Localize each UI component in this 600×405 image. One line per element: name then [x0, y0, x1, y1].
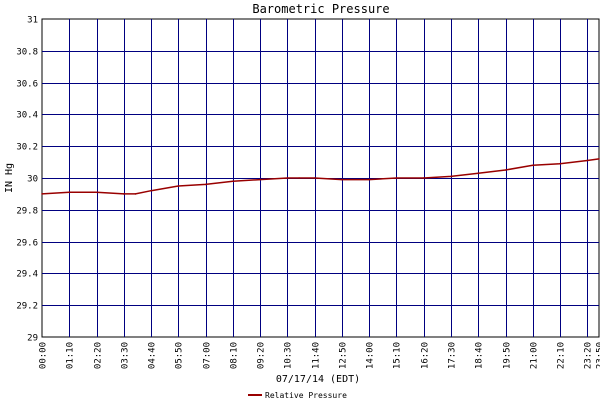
x-axis-title: 07/17/14 (EDT) [276, 374, 360, 385]
x-tick-label: 07:00 [203, 342, 213, 369]
y-tick-label: 30.8 [16, 48, 38, 58]
y-tick-label: 29.8 [16, 207, 38, 217]
data-point [587, 160, 589, 162]
data-point [298, 177, 300, 179]
data-point [135, 193, 137, 195]
x-tick-label: 22:10 [557, 342, 567, 369]
x-tick-label: 04:40 [148, 342, 158, 369]
data-point [178, 185, 180, 187]
x-tick-label: 03:30 [121, 342, 131, 369]
data-point [41, 193, 43, 195]
x-tick-label: 05:50 [175, 342, 185, 369]
x-tick-label: 12:50 [339, 342, 349, 369]
data-point [232, 180, 234, 182]
data-point [123, 193, 125, 195]
data-point [287, 177, 289, 179]
data-point [532, 165, 534, 167]
y-tick-label: 29 [27, 334, 38, 344]
y-tick-label: 29.2 [16, 302, 38, 312]
y-axis-title: IN Hg [4, 163, 15, 193]
y-tick-label: 30.6 [16, 80, 38, 90]
x-tick-label: 19:50 [503, 342, 513, 369]
y-tick-label: 29.6 [16, 239, 38, 249]
data-point [69, 192, 71, 194]
legend: Relative Pressure [248, 391, 347, 400]
series-line [42, 159, 599, 194]
data-point [423, 177, 425, 179]
x-tick-label: 02:20 [94, 342, 104, 369]
x-tick-label: 16:20 [421, 342, 431, 369]
x-tick-label: 17:30 [448, 342, 458, 369]
x-tick-label: 00:00 [39, 342, 49, 369]
y-tick-label: 29.4 [16, 270, 38, 280]
data-point [205, 184, 207, 186]
legend-label: Relative Pressure [265, 391, 347, 400]
data-point [150, 190, 152, 192]
data-point [368, 179, 370, 181]
x-tick-label: 08:10 [230, 342, 240, 369]
data-point [396, 177, 398, 179]
data-point [259, 179, 261, 181]
x-tick-label: 21:00 [530, 342, 540, 369]
y-tick-label: 30.2 [16, 143, 38, 153]
x-tick-label: 23:20 [584, 342, 594, 369]
y-tick-label: 30 [27, 175, 38, 185]
data-point [96, 192, 98, 194]
x-tick-label: 10:30 [284, 342, 294, 369]
data-point [341, 179, 343, 181]
data-point [505, 169, 507, 171]
data-point [450, 176, 452, 178]
data-point [559, 163, 561, 165]
x-tick-label: 09:20 [257, 342, 267, 369]
y-tick-label: 30.4 [16, 111, 38, 121]
y-tick-label: 31 [27, 16, 38, 26]
x-tick-label: 11:40 [312, 342, 322, 369]
chart-title: Barometric Pressure [252, 2, 389, 16]
x-tick-label: 23:50 [596, 342, 600, 369]
x-tick-label: 14:00 [366, 342, 376, 369]
x-tick-label: 15:10 [393, 342, 403, 369]
data-point [478, 172, 480, 174]
x-tick-label: 01:10 [66, 342, 76, 369]
data-point [314, 177, 316, 179]
x-tick-label: 18:40 [475, 342, 485, 369]
